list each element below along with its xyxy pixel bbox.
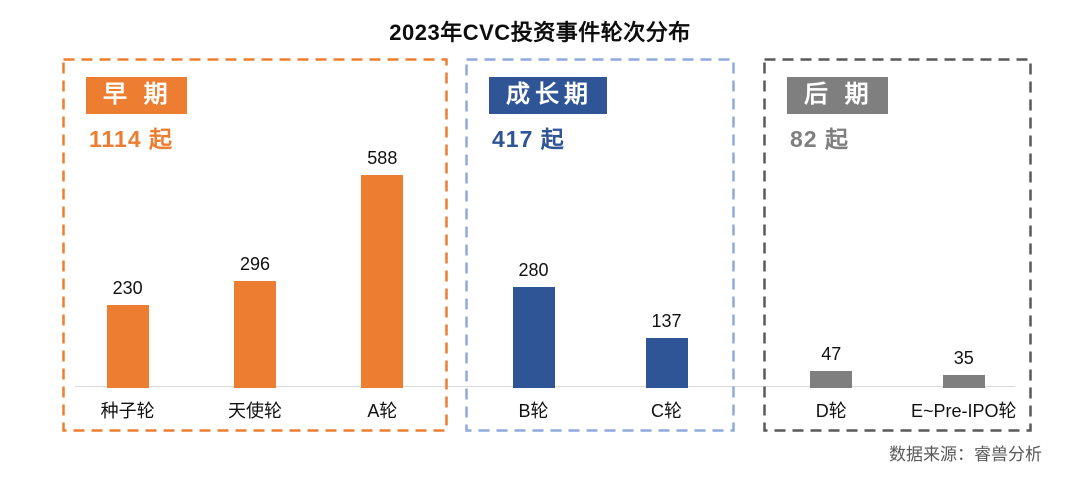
stage-panel-growth: 成长期 417 起 280 B轮 137 C轮 xyxy=(465,58,735,432)
bar xyxy=(106,305,149,388)
bar xyxy=(810,371,853,388)
chart-title: 2023年CVC投资事件轮次分布 xyxy=(389,20,691,45)
stage-badge-growth: 成长期 xyxy=(489,77,607,115)
bar-slot: 296 天使轮 xyxy=(191,254,318,432)
bar xyxy=(512,287,555,388)
stage-panel-late: 后 期 82 起 47 D轮 35 E~Pre-IPO轮 xyxy=(763,58,1032,432)
stage-total-count-late: 82 起 xyxy=(790,126,849,152)
bar-category-label: C轮 xyxy=(651,401,682,421)
bar xyxy=(361,175,404,388)
bar-slot: 280 B轮 xyxy=(467,260,600,432)
bars-row: 47 D轮 35 E~Pre-IPO轮 xyxy=(763,58,1032,432)
bar-slot: 137 C轮 xyxy=(600,311,733,432)
bar-slot: 35 E~Pre-IPO轮 xyxy=(898,348,1031,432)
stage-total-count-growth: 417 起 xyxy=(492,126,565,152)
bar xyxy=(942,375,985,388)
bar-value-label: 47 xyxy=(821,344,842,364)
bar-value-label: 35 xyxy=(953,348,974,368)
stage-badge-late: 后 期 xyxy=(787,77,888,115)
panel-dashed-border xyxy=(763,58,1032,432)
data-source-label: 数据来源：睿兽分析 xyxy=(889,445,1042,464)
stage-panel-early: 早 期 1114 起 230 种子轮 296 天使轮 588 A轮 xyxy=(62,58,448,432)
bars-row: 230 种子轮 296 天使轮 588 A轮 xyxy=(62,58,448,432)
bar-value-label: 588 xyxy=(367,148,398,168)
bar-value-label: 280 xyxy=(518,260,549,280)
stage-total-count-early: 1114 起 xyxy=(89,126,174,152)
bar-category-label: B轮 xyxy=(518,401,549,421)
bar-value-label: 137 xyxy=(651,311,682,331)
bar-category-label: A轮 xyxy=(367,401,398,421)
bar-slot: 230 种子轮 xyxy=(64,278,191,432)
bar xyxy=(645,338,688,388)
panel-dashed-border xyxy=(62,58,448,432)
bar-value-label: 230 xyxy=(112,278,143,298)
bar-category-label: E~Pre-IPO轮 xyxy=(910,401,1017,421)
bar-slot: 588 A轮 xyxy=(319,148,446,432)
bars-row: 280 B轮 137 C轮 xyxy=(465,58,735,432)
bar-category-label: D轮 xyxy=(815,401,847,421)
bar-slot: 47 D轮 xyxy=(765,344,898,432)
bar-category-label: 天使轮 xyxy=(227,401,282,421)
bar-category-label: 种子轮 xyxy=(100,401,155,421)
bar xyxy=(233,281,276,388)
panel-dashed-border xyxy=(465,58,735,432)
bar-value-label: 296 xyxy=(239,254,271,274)
stage-badge-early: 早 期 xyxy=(86,77,187,115)
